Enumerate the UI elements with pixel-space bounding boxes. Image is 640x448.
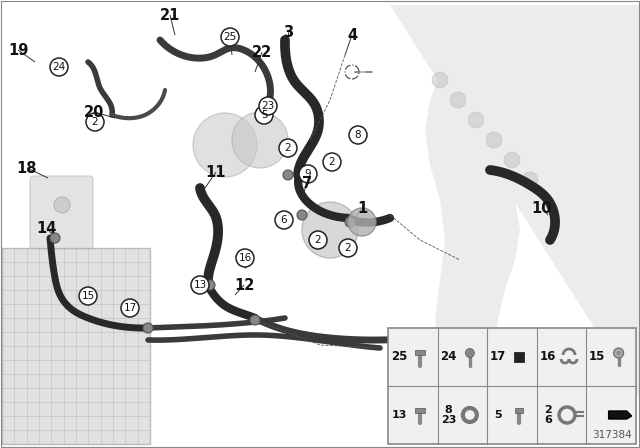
Circle shape bbox=[504, 152, 520, 168]
Circle shape bbox=[450, 92, 466, 108]
Text: 14: 14 bbox=[37, 220, 57, 236]
Circle shape bbox=[236, 249, 254, 267]
Circle shape bbox=[259, 97, 277, 115]
Circle shape bbox=[79, 287, 97, 305]
Text: 25: 25 bbox=[223, 32, 237, 42]
Circle shape bbox=[191, 276, 209, 294]
Text: 1: 1 bbox=[357, 201, 367, 215]
Circle shape bbox=[345, 217, 355, 227]
Circle shape bbox=[279, 139, 297, 157]
Text: 2: 2 bbox=[315, 235, 321, 245]
Bar bbox=[415, 408, 425, 413]
Bar bbox=[415, 350, 425, 355]
Bar bbox=[515, 408, 524, 413]
Text: 19: 19 bbox=[8, 43, 28, 57]
Text: 17: 17 bbox=[490, 350, 506, 363]
Circle shape bbox=[309, 231, 327, 249]
Text: 16: 16 bbox=[540, 350, 556, 363]
Text: 2: 2 bbox=[285, 143, 291, 153]
Circle shape bbox=[205, 280, 215, 290]
Text: 18: 18 bbox=[17, 160, 37, 176]
Text: 11: 11 bbox=[205, 164, 227, 180]
Circle shape bbox=[221, 28, 239, 46]
Text: 17: 17 bbox=[124, 303, 136, 313]
Text: 13: 13 bbox=[391, 410, 406, 420]
Text: 12: 12 bbox=[234, 277, 254, 293]
Circle shape bbox=[86, 113, 104, 131]
Circle shape bbox=[275, 211, 293, 229]
Circle shape bbox=[121, 299, 139, 317]
Circle shape bbox=[232, 112, 288, 168]
Circle shape bbox=[263, 103, 273, 113]
Circle shape bbox=[323, 153, 341, 171]
Circle shape bbox=[50, 58, 68, 76]
Text: 2
6: 2 6 bbox=[544, 405, 552, 425]
Circle shape bbox=[283, 170, 293, 180]
Text: 21: 21 bbox=[160, 8, 180, 22]
Text: 5: 5 bbox=[494, 410, 502, 420]
Circle shape bbox=[302, 202, 358, 258]
Text: 7: 7 bbox=[302, 176, 312, 190]
Circle shape bbox=[339, 239, 357, 257]
Bar bbox=[388, 328, 636, 444]
Circle shape bbox=[255, 106, 273, 124]
Text: 10: 10 bbox=[532, 201, 552, 215]
Text: 2: 2 bbox=[345, 243, 351, 253]
Text: 22: 22 bbox=[252, 44, 272, 60]
Circle shape bbox=[299, 165, 317, 183]
Text: 13: 13 bbox=[193, 280, 207, 290]
Circle shape bbox=[349, 126, 367, 144]
Text: 25: 25 bbox=[391, 350, 407, 363]
Bar bbox=[2, 248, 150, 444]
Circle shape bbox=[468, 112, 484, 128]
Text: 15: 15 bbox=[589, 350, 605, 363]
Circle shape bbox=[143, 323, 153, 333]
Circle shape bbox=[465, 349, 474, 358]
Text: 317384: 317384 bbox=[592, 430, 632, 440]
Bar bbox=[515, 352, 524, 362]
FancyBboxPatch shape bbox=[30, 176, 93, 249]
Text: 8
23: 8 23 bbox=[441, 405, 456, 425]
Text: 5: 5 bbox=[260, 110, 268, 120]
Circle shape bbox=[486, 132, 502, 148]
Text: 24: 24 bbox=[52, 62, 66, 72]
Polygon shape bbox=[390, 5, 640, 400]
Circle shape bbox=[193, 113, 257, 177]
Text: 6: 6 bbox=[281, 215, 287, 225]
Text: 24: 24 bbox=[440, 350, 457, 363]
Circle shape bbox=[614, 348, 623, 358]
Circle shape bbox=[50, 233, 60, 243]
Circle shape bbox=[522, 172, 538, 188]
Text: 2: 2 bbox=[329, 157, 335, 167]
Text: 15: 15 bbox=[81, 291, 95, 301]
Circle shape bbox=[54, 197, 70, 213]
Text: 2: 2 bbox=[92, 117, 99, 127]
Text: 8: 8 bbox=[355, 130, 362, 140]
Text: 3: 3 bbox=[283, 25, 293, 39]
Circle shape bbox=[617, 351, 621, 355]
Text: 16: 16 bbox=[238, 253, 252, 263]
Text: 20: 20 bbox=[84, 104, 104, 120]
Circle shape bbox=[432, 72, 448, 88]
Polygon shape bbox=[609, 411, 632, 419]
Text: 4: 4 bbox=[347, 27, 357, 43]
Circle shape bbox=[297, 210, 307, 220]
Text: 9: 9 bbox=[305, 169, 311, 179]
Circle shape bbox=[348, 208, 376, 236]
Text: 23: 23 bbox=[261, 101, 275, 111]
Circle shape bbox=[250, 315, 260, 325]
